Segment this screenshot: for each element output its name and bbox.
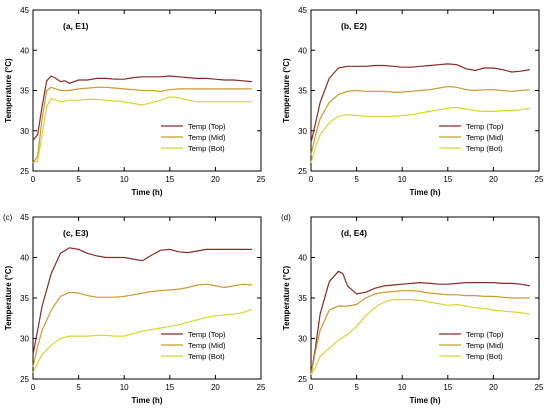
x-tick-label: 20 [489, 175, 498, 184]
series-line-3 [310, 106, 531, 164]
legend-label: Temp (Mid) [466, 341, 504, 350]
plot-frame [32, 216, 262, 380]
x-tick-label: 10 [120, 383, 129, 392]
y-axis-title: Temperature (°C) [4, 265, 13, 330]
x-tick-label: 25 [535, 175, 544, 184]
x-tick-label: 15 [443, 383, 452, 392]
x-tick-label: 25 [257, 175, 266, 184]
y-tick-label: 40 [298, 46, 307, 55]
x-tick-label: 5 [76, 175, 81, 184]
panel-prefix-label: (c) [3, 213, 13, 222]
y-tick-label: 30 [298, 127, 307, 136]
legend-label: Temp (Top) [466, 330, 504, 339]
panel-title: (b, E2) [341, 21, 367, 31]
x-tick-label: 10 [398, 175, 407, 184]
chart-panel-3: 0 5 10 15 20 25 25 30 35 40 45 Time (h) Temperature … [3, 213, 266, 405]
y-tick-label: 35 [298, 294, 307, 303]
y-tick-label: 45 [20, 213, 29, 222]
x-tick-label: 20 [211, 383, 220, 392]
x-tick-label: 20 [489, 383, 498, 392]
panel-prefix-label: (d) [281, 213, 291, 222]
x-axis-title: Time (h) [410, 396, 441, 405]
series-line-1 [310, 270, 531, 375]
x-tick-label: 0 [31, 383, 36, 392]
y-tick-label: 25 [298, 375, 307, 384]
legend-label: Temp (Top) [466, 122, 504, 131]
series-line-2 [32, 86, 252, 164]
x-tick-label: 5 [354, 383, 359, 392]
y-tick-label: 35 [298, 87, 307, 96]
panel-title: (d, E4) [341, 228, 367, 238]
x-tick-label: 5 [354, 175, 359, 184]
y-tick-label: 35 [20, 294, 29, 303]
x-tick-label: 15 [165, 175, 174, 184]
panel-title: (c, E3) [63, 228, 89, 238]
x-tick-label: 25 [535, 383, 544, 392]
legend-label: Temp (Bot) [466, 352, 503, 361]
y-tick-label: 30 [20, 335, 29, 344]
series-line-2 [310, 85, 530, 156]
y-tick-label: 25 [298, 167, 307, 176]
panel-title: (a, E1) [63, 21, 89, 31]
chart-panel-4: 0 5 10 15 20 25 25 30 35 40 Time (h) Temperature (°… [281, 213, 544, 405]
chart-panel-1: 0 5 10 15 20 25 25 30 35 40 45 Time (h) Temperature … [4, 6, 266, 197]
y-tick-label: 35 [20, 87, 29, 96]
series-line-1 [32, 75, 252, 141]
y-axis-title: Temperature (°C) [282, 58, 291, 123]
legend-label: Temp (Mid) [466, 133, 504, 142]
legend-label: Temp (Bot) [188, 144, 225, 153]
legend-label: Temp (Top) [188, 330, 226, 339]
x-tick-label: 25 [257, 383, 266, 392]
x-tick-label: 10 [398, 383, 407, 392]
y-axis-title: Temperature (°C) [4, 58, 13, 123]
series-line-3 [32, 96, 252, 164]
legend-label: Temp (Bot) [188, 352, 225, 361]
y-tick-label: 30 [298, 335, 307, 344]
y-tick-label: 45 [298, 6, 307, 15]
legend-label: Temp (Mid) [188, 341, 226, 350]
y-tick-label: 40 [298, 254, 307, 263]
x-tick-label: 0 [309, 175, 314, 184]
series-line-3 [32, 308, 253, 373]
y-tick-label: 45 [20, 6, 29, 15]
x-tick-label: 10 [120, 175, 129, 184]
x-tick-label: 0 [31, 175, 36, 184]
x-tick-label: 0 [309, 383, 314, 392]
series-line-2 [32, 283, 252, 368]
legend-label: Temp (Top) [188, 122, 226, 131]
y-tick-label: 40 [20, 46, 29, 55]
x-tick-label: 15 [443, 175, 452, 184]
legend-label: Temp (Mid) [188, 133, 226, 142]
x-axis-title: Time (h) [132, 396, 163, 405]
x-axis-title: Time (h) [410, 188, 441, 197]
y-tick-label: 25 [20, 375, 29, 384]
series-line-1 [32, 247, 252, 355]
x-axis-title: Time (h) [132, 188, 163, 197]
series-line-1 [310, 63, 531, 143]
legend-label: Temp (Bot) [466, 144, 503, 153]
x-tick-label: 5 [76, 383, 81, 392]
x-tick-label: 20 [211, 175, 220, 184]
series-line-3 [310, 299, 531, 376]
y-axis-title: Temperature (°C) [282, 265, 291, 330]
series-line-2 [310, 290, 530, 376]
y-tick-label: 40 [20, 254, 29, 263]
y-tick-label: 25 [20, 167, 29, 176]
x-tick-label: 15 [165, 383, 174, 392]
chart-panel-2: 0 5 10 15 20 25 25 30 35 40 45 Time (h) Temperature … [282, 6, 544, 197]
y-tick-label: 30 [20, 127, 29, 136]
